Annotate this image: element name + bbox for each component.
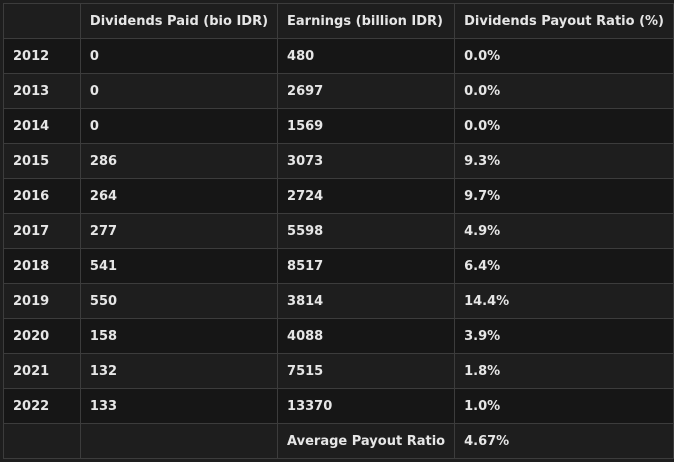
cell-earnings: 1569: [277, 108, 456, 144]
cell-year: 2013: [3, 73, 81, 109]
table-row: 2012 0 480 0.0%: [3, 38, 674, 74]
table-row: 2015 286 3073 9.3%: [3, 143, 674, 179]
table-row: 2017 277 5598 4.9%: [3, 213, 674, 249]
cell-year: 2020: [3, 318, 81, 354]
cell-ratio: 1.0%: [454, 388, 674, 424]
cell-dividends: 132: [79, 353, 279, 389]
average-payout-value: 4.67%: [454, 423, 674, 459]
cell-year: [3, 423, 81, 459]
table-row: 2019 550 3814 14.4%: [3, 283, 674, 319]
cell-year: 2019: [3, 283, 81, 319]
cell-earnings: 3073: [277, 143, 456, 179]
cell-ratio: 6.4%: [454, 248, 674, 284]
cell-ratio: 14.4%: [454, 283, 674, 319]
cell-dividends: 277: [79, 213, 279, 249]
cell-earnings: 480: [277, 38, 456, 74]
header-row: Dividends Paid (bio IDR) Earnings (billi…: [3, 3, 674, 39]
table-row: 2016 264 2724 9.7%: [3, 178, 674, 214]
cell-ratio: 3.9%: [454, 318, 674, 354]
cell-dividends: 133: [79, 388, 279, 424]
cell-ratio: 9.3%: [454, 143, 674, 179]
cell-year: 2012: [3, 38, 81, 74]
cell-dividends: [79, 423, 279, 459]
cell-dividends: 541: [79, 248, 279, 284]
cell-year: 2017: [3, 213, 81, 249]
cell-year: 2018: [3, 248, 81, 284]
cell-earnings: 3814: [277, 283, 456, 319]
cell-earnings: 2697: [277, 73, 456, 109]
payout-table: Dividends Paid (bio IDR) Earnings (billi…: [3, 3, 674, 459]
cell-earnings: 7515: [277, 353, 456, 389]
table-row: 2020 158 4088 3.9%: [3, 318, 674, 354]
cell-year: 2021: [3, 353, 81, 389]
cell-ratio: 4.9%: [454, 213, 674, 249]
average-payout-label: Average Payout Ratio: [277, 423, 456, 459]
cell-earnings: 2724: [277, 178, 456, 214]
header-cell-earnings: Earnings (billion IDR): [277, 3, 456, 39]
cell-year: 2022: [3, 388, 81, 424]
table-row: 2018 541 8517 6.4%: [3, 248, 674, 284]
cell-ratio: 9.7%: [454, 178, 674, 214]
cell-ratio: 1.8%: [454, 353, 674, 389]
cell-year: 2015: [3, 143, 81, 179]
cell-ratio: 0.0%: [454, 108, 674, 144]
cell-dividends: 0: [79, 73, 279, 109]
cell-earnings: 8517: [277, 248, 456, 284]
header-cell-ratio: Dividends Payout Ratio (%): [454, 3, 674, 39]
cell-dividends: 0: [79, 38, 279, 74]
cell-year: 2014: [3, 108, 81, 144]
cell-dividends: 550: [79, 283, 279, 319]
cell-dividends: 286: [79, 143, 279, 179]
table-body: 2012 0 480 0.0% 2013 0 2697 0.0% 2014 0 …: [3, 38, 674, 459]
table-row: 2013 0 2697 0.0%: [3, 73, 674, 109]
cell-dividends: 264: [79, 178, 279, 214]
cell-earnings: 13370: [277, 388, 456, 424]
cell-dividends: 158: [79, 318, 279, 354]
header-cell-year: [3, 3, 81, 39]
table-row: 2021 132 7515 1.8%: [3, 353, 674, 389]
summary-row: Average Payout Ratio 4.67%: [3, 423, 674, 459]
cell-year: 2016: [3, 178, 81, 214]
table-row: 2014 0 1569 0.0%: [3, 108, 674, 144]
header-cell-dividends: Dividends Paid (bio IDR): [79, 3, 279, 39]
cell-dividends: 0: [79, 108, 279, 144]
cell-ratio: 0.0%: [454, 73, 674, 109]
cell-earnings: 5598: [277, 213, 456, 249]
cell-earnings: 4088: [277, 318, 456, 354]
cell-ratio: 0.0%: [454, 38, 674, 74]
table-row: 2022 133 13370 1.0%: [3, 388, 674, 424]
